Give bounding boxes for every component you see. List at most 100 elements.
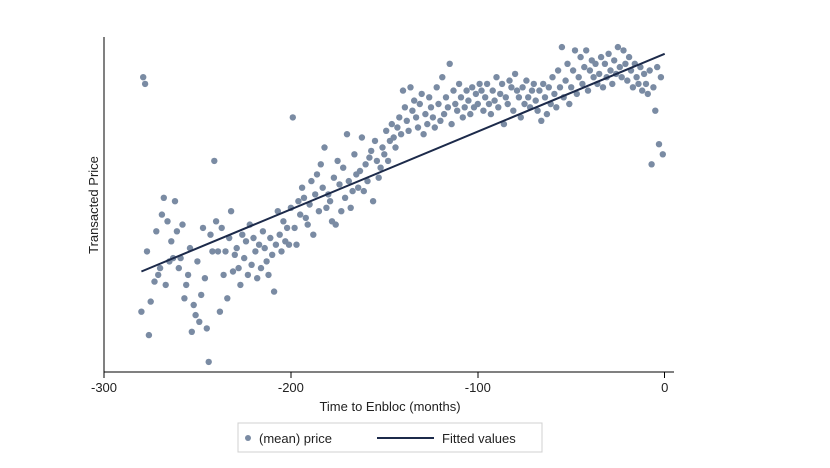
data-point-255 — [616, 63, 623, 71]
data-point-150 — [420, 131, 427, 138]
data-point-133 — [388, 120, 395, 128]
data-point-129 — [381, 151, 388, 158]
data-point-91 — [310, 231, 317, 238]
data-point-6 — [151, 278, 158, 285]
data-point-205 — [523, 77, 530, 84]
data-point-55 — [242, 238, 250, 245]
data-point-154 — [427, 104, 435, 111]
data-point-275 — [654, 63, 661, 71]
data-point-130 — [383, 127, 390, 134]
data-point-267 — [639, 87, 646, 94]
data-point-156 — [431, 124, 438, 131]
data-point-90 — [308, 177, 315, 185]
data-point-110 — [345, 177, 352, 185]
data-point-126 — [375, 174, 382, 181]
data-point-212 — [536, 87, 543, 94]
data-point-206 — [525, 94, 532, 101]
data-point-7 — [153, 228, 160, 235]
data-point-186 — [487, 110, 495, 118]
data-point-136 — [394, 124, 401, 131]
data-point-65 — [261, 244, 268, 252]
data-point-166 — [450, 87, 457, 94]
data-point-112 — [349, 187, 356, 195]
data-point-85 — [298, 184, 306, 191]
data-point-37 — [209, 248, 216, 255]
data-point-44 — [222, 248, 229, 255]
data-point-276 — [655, 141, 663, 148]
data-point-180 — [476, 80, 483, 88]
data-point-228 — [566, 100, 573, 108]
x-tick-label-1: -200 — [278, 380, 304, 395]
data-point-139 — [399, 87, 407, 94]
data-point-5 — [147, 298, 154, 305]
data-point-113 — [351, 151, 358, 158]
data-point-213 — [538, 117, 545, 125]
data-point-188 — [491, 97, 498, 104]
data-point-43 — [220, 271, 227, 279]
data-point-88 — [304, 221, 311, 228]
data-point-107 — [340, 164, 347, 171]
data-point-39 — [212, 218, 220, 225]
data-point-201 — [515, 94, 523, 101]
data-point-135 — [392, 144, 399, 151]
data-point-151 — [422, 110, 429, 118]
data-point-56 — [244, 271, 252, 279]
data-point-247 — [601, 60, 609, 67]
data-point-229 — [568, 84, 575, 91]
data-point-258 — [622, 60, 629, 67]
data-point-3 — [143, 248, 151, 255]
data-point-199 — [511, 70, 519, 78]
data-point-172 — [461, 104, 468, 111]
data-point-124 — [371, 137, 379, 145]
data-point-239 — [586, 67, 594, 74]
data-point-230 — [569, 67, 577, 74]
data-point-83 — [295, 198, 302, 205]
x-axis-title: Time to Enbloc (months) — [319, 399, 460, 414]
data-point-221 — [553, 104, 560, 111]
data-point-104 — [334, 157, 341, 165]
data-point-146 — [412, 114, 420, 121]
data-point-12 — [162, 281, 169, 289]
data-point-23 — [183, 281, 190, 289]
data-point-182 — [480, 107, 487, 114]
data-point-250 — [607, 67, 614, 74]
data-point-53 — [239, 231, 246, 238]
data-point-144 — [409, 107, 416, 114]
data-point-19 — [175, 264, 182, 272]
data-point-51 — [235, 264, 242, 272]
data-point-10 — [158, 211, 166, 218]
data-point-155 — [429, 114, 437, 121]
data-point-181 — [478, 87, 485, 94]
data-point-175 — [467, 110, 474, 118]
data-point-54 — [241, 254, 248, 262]
data-point-270 — [644, 90, 651, 98]
data-point-117 — [358, 134, 366, 141]
data-point-119 — [362, 161, 369, 168]
data-point-33 — [201, 275, 209, 282]
x-tick-label-3: 0 — [661, 380, 668, 395]
data-point-93 — [313, 171, 321, 178]
data-point-36 — [207, 231, 214, 238]
data-point-251 — [609, 80, 616, 88]
data-point-210 — [532, 97, 539, 104]
data-point-28 — [192, 311, 199, 319]
data-point-198 — [510, 107, 517, 114]
data-point-269 — [642, 80, 650, 88]
data-point-15 — [168, 238, 175, 245]
data-point-73 — [276, 231, 283, 238]
data-point-34 — [203, 325, 210, 332]
data-point-68 — [267, 234, 274, 242]
data-point-8 — [155, 271, 162, 279]
data-point-220 — [551, 90, 558, 98]
data-point-27 — [190, 301, 197, 309]
data-point-74 — [278, 248, 285, 255]
data-point-11 — [160, 194, 167, 201]
data-point-109 — [343, 131, 351, 138]
data-point-49 — [231, 251, 238, 258]
data-point-245 — [597, 53, 605, 61]
legend-scatter-marker — [245, 435, 251, 441]
data-point-131 — [384, 157, 392, 165]
data-point-254 — [614, 43, 622, 51]
data-point-191 — [497, 90, 504, 98]
